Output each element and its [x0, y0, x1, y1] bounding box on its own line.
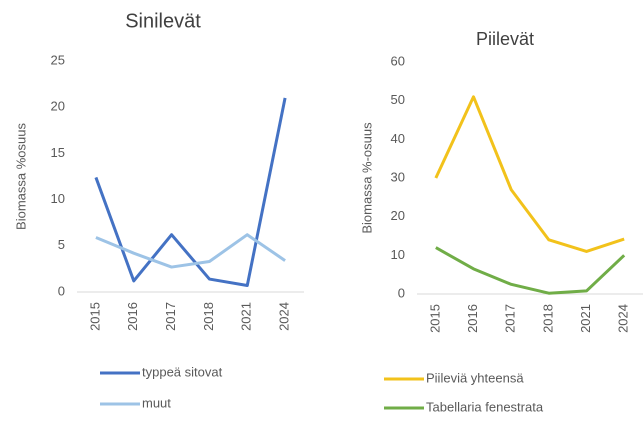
- y-tick-label: 40: [391, 131, 405, 146]
- y-tick-label: 25: [51, 52, 65, 67]
- x-tick-label: 2024: [616, 304, 631, 333]
- x-tick-label: 2015: [427, 304, 442, 333]
- chart-title: Sinilevät: [125, 10, 201, 32]
- y-tick-label: 60: [391, 53, 405, 68]
- x-tick-label: 2024: [277, 302, 292, 331]
- data-line: [434, 95, 625, 253]
- y-tick-label: 0: [58, 283, 65, 298]
- x-tick-label: 2018: [201, 302, 216, 331]
- data-line: [435, 246, 626, 295]
- x-tick-label: 2021: [578, 304, 593, 333]
- y-axis-label: Biomassa %osuus: [13, 123, 28, 230]
- y-tick-label: 30: [391, 169, 405, 184]
- y-tick-label: 20: [51, 99, 65, 114]
- x-tick-label: 2018: [540, 304, 555, 333]
- x-tick-label: 2016: [465, 304, 480, 333]
- x-tick-label: 2017: [503, 304, 518, 333]
- legend-label: Tabellaria fenestrata: [426, 399, 544, 414]
- chart-title: Piilevät: [476, 29, 534, 49]
- y-tick-label: 0: [398, 285, 405, 300]
- y-tick-label: 20: [391, 208, 405, 223]
- x-tick-label: 2015: [87, 302, 102, 331]
- y-tick-label: 50: [391, 92, 405, 107]
- data-line: [95, 233, 286, 269]
- y-tick-label: 10: [391, 247, 405, 262]
- legend-label: muut: [142, 395, 171, 410]
- y-tick-label: 10: [51, 191, 65, 206]
- y-tick-label: 5: [58, 237, 65, 252]
- x-tick-label: 2016: [125, 302, 140, 331]
- legend-label: Piileviä yhteensä: [426, 370, 524, 385]
- data-line: [94, 97, 287, 288]
- y-tick-label: 15: [51, 145, 65, 160]
- x-tick-label: 2021: [239, 302, 254, 331]
- legend-label: typpeä sitovat: [142, 364, 223, 379]
- x-tick-label: 2017: [163, 302, 178, 331]
- y-axis-label: Biomassa %-osuus: [359, 122, 374, 234]
